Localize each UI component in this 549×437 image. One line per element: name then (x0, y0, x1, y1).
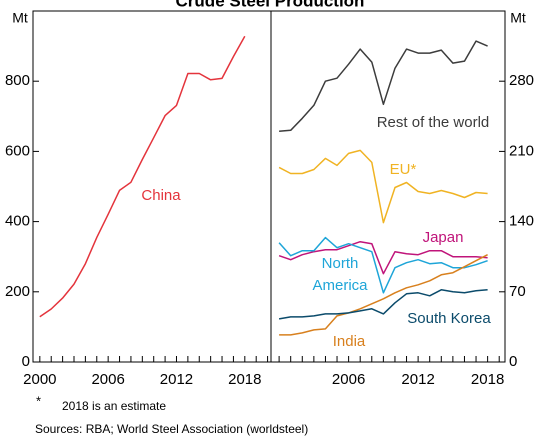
series-line (278, 149, 488, 224)
plot-frame (32, 10, 506, 363)
y2-unit: Mt (510, 10, 526, 26)
y-tick-label: 600 (5, 142, 30, 159)
footnote: 2018 is an estimate (62, 399, 166, 413)
x-tick-label: 2006 (91, 371, 124, 388)
y2-tick-label: 0 (509, 353, 517, 370)
y2-tick-label: 140 (509, 213, 534, 230)
series-label: North America (312, 255, 368, 294)
series-label: EU* (390, 161, 417, 178)
y2-tick-label: 70 (509, 283, 526, 300)
chart-title: Crude Steel Production (176, 0, 365, 10)
y-tick-label: 400 (5, 213, 30, 230)
y2-tick-label: 210 (509, 142, 534, 159)
footnote-marker: * (36, 393, 41, 408)
series-label: India (333, 333, 366, 350)
series-label: Rest of the world (377, 114, 490, 131)
y-tick-label: 0 (22, 353, 30, 370)
y-tick-label: 200 (5, 283, 30, 300)
source: Sources: RBA; World Steel Association (w… (35, 422, 308, 436)
y-unit: Mt (12, 10, 28, 26)
series-label: South Korea (407, 310, 491, 327)
x-tick-label: 2006 (332, 371, 365, 388)
x-tick-label: 2012 (401, 371, 434, 388)
y2-tick-label: 280 (509, 72, 534, 89)
series-line (278, 289, 488, 320)
x-tick-label: 2012 (160, 371, 193, 388)
series-line (279, 254, 488, 336)
x-tick-label: 2018 (471, 371, 504, 388)
series-line (278, 236, 488, 294)
y-tick-label: 800 (5, 72, 30, 89)
series-label: China (141, 187, 181, 204)
series-label: Japan (423, 229, 464, 246)
series-line (278, 240, 488, 275)
series-line (279, 40, 488, 133)
x-tick-label: 2000 (23, 371, 56, 388)
x-tick-label: 2018 (228, 371, 261, 388)
series-line (39, 35, 246, 318)
